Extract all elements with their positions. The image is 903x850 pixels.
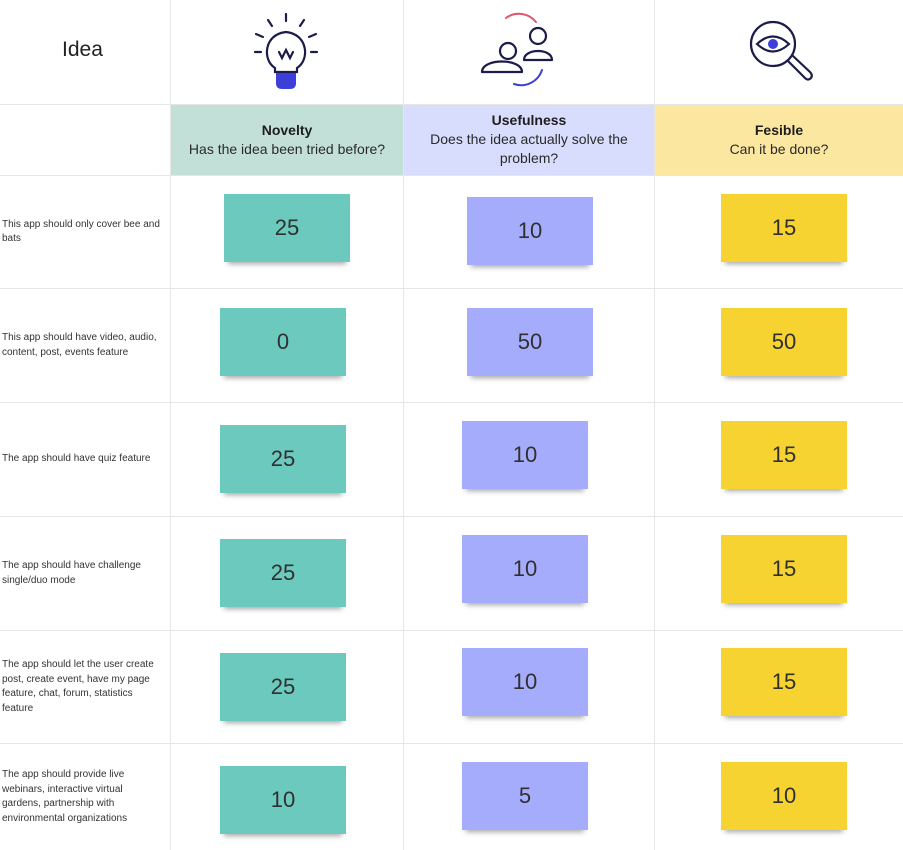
grid-line bbox=[0, 516, 903, 517]
sticky-note-feasible[interactable]: 15 bbox=[721, 194, 847, 262]
feasible-header: Fesible Can it be done? bbox=[655, 104, 903, 175]
sticky-note-novelty[interactable]: 25 bbox=[220, 653, 346, 721]
sticky-note-feasible[interactable]: 15 bbox=[721, 421, 847, 489]
lightbulb-icon bbox=[253, 12, 319, 89]
grid-line bbox=[170, 0, 171, 850]
grid-line bbox=[0, 104, 903, 105]
sticky-note-novelty[interactable]: 25 bbox=[220, 539, 346, 607]
users-icon bbox=[480, 12, 554, 87]
idea-label: The app should have challenge single/duo… bbox=[2, 560, 141, 586]
sticky-note-usefulness[interactable]: 10 bbox=[462, 648, 588, 716]
sticky-note-usefulness[interactable]: 10 bbox=[462, 535, 588, 603]
sticky-note-novelty[interactable]: 0 bbox=[220, 308, 346, 376]
novelty-header-subtitle: Has the idea been tried before? bbox=[188, 140, 386, 157]
grid-line bbox=[0, 175, 903, 176]
sticky-note-usefulness[interactable]: 50 bbox=[467, 308, 593, 376]
usefulness-header-title: Usefulness bbox=[491, 112, 567, 128]
usefulness-header-bg bbox=[404, 105, 654, 175]
sticky-note-usefulness[interactable]: 10 bbox=[467, 197, 593, 265]
novelty-header-title: Novelty bbox=[261, 121, 313, 138]
idea-label: The app should have quiz feature bbox=[2, 453, 151, 465]
grid-line bbox=[654, 0, 655, 850]
sticky-note-feasible[interactable]: 10 bbox=[721, 762, 847, 830]
grid-line bbox=[0, 402, 903, 403]
feasible-header-title: Fesible bbox=[754, 121, 804, 138]
grid-line bbox=[0, 288, 903, 289]
grid-line bbox=[403, 0, 404, 850]
sticky-note-usefulness[interactable]: 10 bbox=[462, 421, 588, 489]
idea-label: This app should only cover bee and bats bbox=[2, 218, 160, 245]
sticky-note-novelty[interactable]: 25 bbox=[220, 425, 346, 493]
feasible-header-bg bbox=[655, 105, 903, 175]
usefulness-header: Usefulness Does the idea actually solve … bbox=[404, 104, 654, 175]
sticky-note-usefulness[interactable]: 5 bbox=[462, 762, 588, 830]
idea-label: The app should let the user create post,… bbox=[2, 659, 154, 714]
idea-label: The app should provide live webinars, in… bbox=[2, 769, 128, 824]
magnifier-eye-icon bbox=[749, 20, 813, 81]
feasible-header-subtitle: Can it be done? bbox=[729, 140, 829, 157]
page-title: Idea bbox=[62, 38, 103, 61]
sticky-note-feasible[interactable]: 15 bbox=[721, 648, 847, 716]
novelty-header: Novelty Has the idea been tried before? bbox=[171, 104, 403, 175]
grid-line bbox=[0, 743, 903, 744]
sticky-note-novelty[interactable]: 10 bbox=[220, 766, 346, 834]
novelty-header-bg bbox=[171, 105, 403, 175]
grid-line bbox=[0, 630, 903, 631]
sticky-note-novelty[interactable]: 25 bbox=[224, 194, 350, 262]
sticky-note-feasible[interactable]: 15 bbox=[721, 535, 847, 603]
sticky-note-feasible[interactable]: 50 bbox=[721, 308, 847, 376]
usefulness-header-subtitle: Does the idea actually solve the problem… bbox=[430, 131, 628, 166]
idea-label: This app should have video, audio, conte… bbox=[2, 332, 157, 358]
